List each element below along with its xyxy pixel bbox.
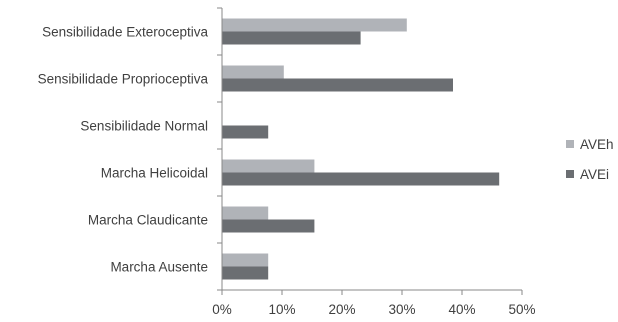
x-tick-label: 40% [448, 302, 475, 317]
bars [222, 18, 500, 280]
bar-avei [222, 219, 315, 233]
legend-swatch-avei [566, 170, 574, 178]
category-label: Marcha Claudicante [88, 213, 208, 228]
bar-avei [222, 31, 361, 45]
legend-label-aveh: AVEh [580, 137, 614, 152]
legend-swatch-aveh [566, 140, 574, 148]
category-label: Sensibilidade Normal [80, 119, 208, 134]
x-tick-label: 20% [328, 302, 355, 317]
bar-aveh [222, 65, 284, 79]
x-tick-label: 50% [508, 302, 535, 317]
bar-aveh [222, 159, 315, 173]
category-label: Sensibilidade Exteroceptiva [42, 25, 208, 40]
bar-avei [222, 125, 269, 139]
category-label: Marcha Ausente [110, 260, 208, 275]
bar-avei [222, 266, 269, 280]
x-tick-label: 0% [212, 302, 232, 317]
bar-aveh [222, 253, 269, 267]
x-tick-label: 30% [388, 302, 415, 317]
legend-label-avei: AVEi [580, 167, 609, 182]
category-label: Marcha Helicoidal [101, 166, 208, 181]
category-label: Sensibilidade Proprioceptiva [38, 72, 209, 87]
x-tick-label: 10% [268, 302, 295, 317]
legend: AVEh AVEi [566, 137, 614, 182]
bar-aveh [222, 18, 407, 32]
axes [217, 7, 523, 295]
bar-aveh [222, 206, 269, 220]
bar-avei [222, 172, 500, 186]
category-labels: Sensibilidade Exteroceptiva Sensibilidade… [38, 25, 209, 275]
x-tick-labels: 0% 10% 20% 30% 40% 50% [212, 302, 535, 317]
bar-avei [222, 78, 453, 92]
